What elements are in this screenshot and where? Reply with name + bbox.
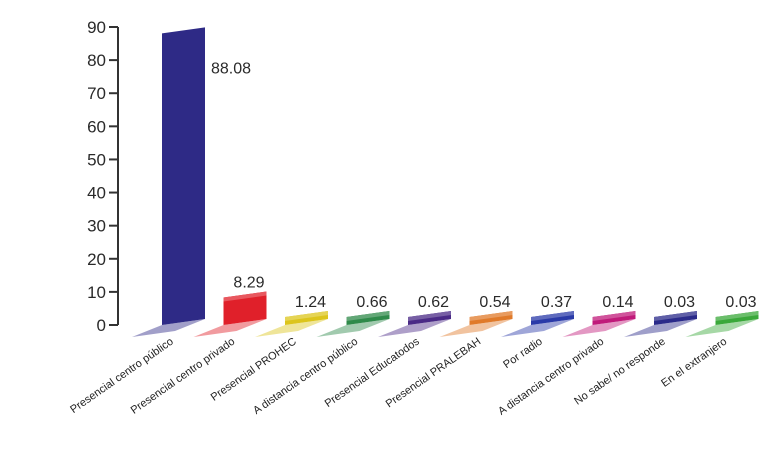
- bar-floor: [501, 319, 574, 337]
- data-label: 88.08: [211, 60, 251, 77]
- category-label: Por radio: [501, 336, 544, 371]
- category-label: En el extranjero: [659, 336, 729, 390]
- bars: [162, 27, 759, 326]
- bar-floor: [255, 319, 328, 337]
- y-tick-label: 50: [87, 150, 106, 169]
- y-axis-ticks: 0 10 20 30 40 50 60 70 80 90: [87, 18, 118, 335]
- bar-top: [285, 311, 328, 321]
- bar-top: [346, 311, 390, 321]
- bar-floor: [439, 319, 513, 337]
- category-label: Presencial centro público: [68, 336, 176, 416]
- data-label: 0.62: [418, 294, 449, 311]
- bar-top: [715, 311, 759, 321]
- data-label: 0.54: [479, 294, 510, 311]
- bar-top: [654, 311, 697, 321]
- bar-top: [531, 311, 574, 321]
- data-label: 0.03: [664, 294, 695, 311]
- bar: [162, 27, 205, 326]
- bar-floor: [685, 319, 759, 337]
- bar-floor: [193, 319, 267, 337]
- data-label: 0.03: [725, 294, 756, 311]
- category-label: A distancia centro público: [251, 336, 360, 417]
- y-tick-label: 20: [87, 250, 106, 269]
- y-tick-label: 70: [87, 84, 106, 103]
- data-label: 0.37: [541, 294, 572, 311]
- bar-top: [408, 311, 451, 321]
- bar-floor: [562, 319, 636, 337]
- data-label: 8.29: [233, 275, 264, 292]
- y-tick-label: 0: [97, 316, 106, 335]
- bar-top: [592, 311, 636, 321]
- category-label: Presencial centro privado: [129, 336, 238, 417]
- bar-floor: [624, 319, 697, 337]
- bar-floor: [316, 319, 390, 337]
- bar-floors: [132, 319, 759, 337]
- bar-floor: [378, 319, 451, 337]
- data-label: 0.14: [602, 294, 633, 311]
- data-label: 1.24: [295, 294, 326, 311]
- y-tick-label: 10: [87, 283, 106, 302]
- data-label: 0.66: [356, 294, 387, 311]
- y-tick-label: 80: [87, 51, 106, 70]
- y-tick-label: 40: [87, 184, 106, 203]
- bar-top: [469, 311, 513, 321]
- y-tick-label: 30: [87, 217, 106, 236]
- y-tick-label: 90: [87, 18, 106, 37]
- bar-top: [223, 291, 267, 302]
- data-labels: 88.08 8.29 1.24 0.66 0.62 0.54 0.37 0.14 0.03 0.0…: [211, 60, 757, 311]
- bar-floor: [132, 319, 205, 337]
- category-label: A distancia centro privado: [496, 336, 606, 418]
- y-tick-label: 60: [87, 117, 106, 136]
